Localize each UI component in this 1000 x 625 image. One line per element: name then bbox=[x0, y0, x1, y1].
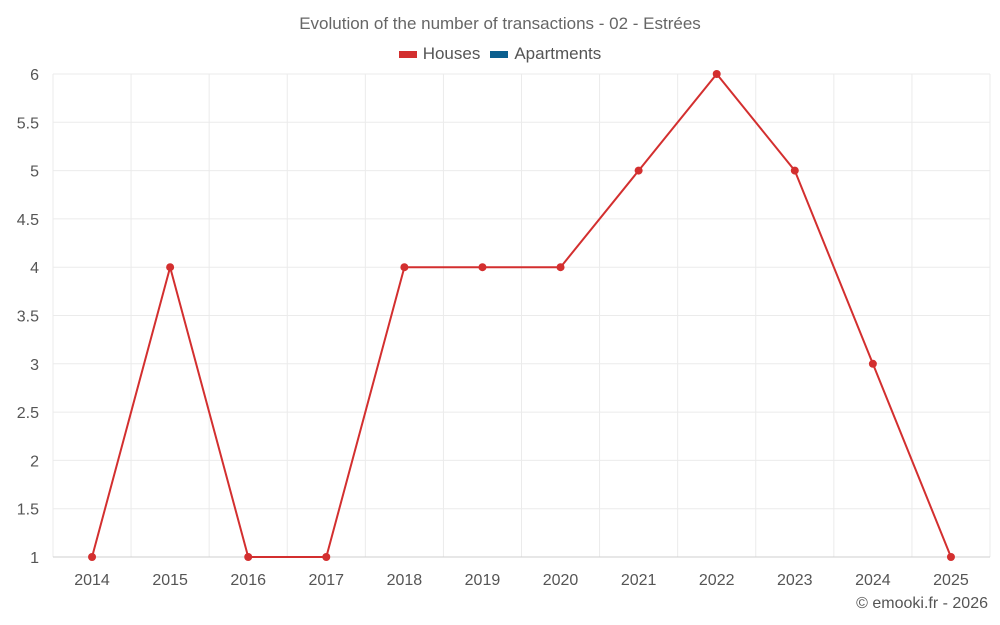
series-line-houses bbox=[91, 73, 952, 558]
y-tick-label: 5 bbox=[30, 164, 39, 181]
data-point-houses bbox=[400, 263, 409, 272]
series-layer bbox=[88, 70, 955, 561]
credit-text: © emooki.fr - 2026 bbox=[856, 595, 988, 612]
data-point-houses bbox=[790, 166, 799, 175]
y-tick-label: 3.5 bbox=[17, 309, 39, 326]
x-tick-label: 2015 bbox=[152, 572, 188, 589]
x-tick-label: 2024 bbox=[855, 572, 891, 589]
x-tick-label: 2017 bbox=[308, 572, 344, 589]
x-tick-label: 2019 bbox=[465, 572, 501, 589]
data-point-houses bbox=[634, 166, 643, 175]
data-point-houses bbox=[478, 263, 487, 272]
legend-label-apartments: Apartments bbox=[514, 44, 602, 63]
legend-label-houses: Houses bbox=[422, 44, 481, 63]
y-tick-label: 4.5 bbox=[17, 212, 39, 229]
data-point-houses bbox=[88, 553, 97, 561]
legend-item-houses[interactable]: Houses bbox=[398, 44, 481, 64]
data-point-houses bbox=[868, 359, 877, 368]
x-tick-label: 2020 bbox=[543, 572, 579, 589]
data-point-houses bbox=[166, 263, 175, 272]
y-axis: 1 1.5 2 2.5 3 3.5 4 4.5 5 5.5 6 bbox=[17, 67, 39, 567]
x-tick-label: 2014 bbox=[74, 572, 110, 589]
chart-title: Evolution of the number of transactions … bbox=[299, 14, 701, 33]
y-tick-label: 2 bbox=[30, 453, 39, 470]
y-tick-label: 3 bbox=[30, 357, 39, 374]
legend-swatch-houses bbox=[398, 50, 417, 58]
legend-item-apartments[interactable]: Apartments bbox=[490, 44, 601, 64]
x-axis: 2014 2015 2016 2017 2018 2019 2020 2021 2022 2023… bbox=[53, 556, 990, 589]
grid-lines bbox=[52, 73, 991, 558]
legend-swatch-apartments bbox=[490, 50, 509, 58]
data-point-houses bbox=[556, 263, 565, 272]
x-tick-label: 2021 bbox=[621, 572, 657, 589]
x-tick-label: 2016 bbox=[230, 572, 266, 589]
data-point-houses bbox=[946, 553, 955, 561]
x-tick-label: 2022 bbox=[699, 572, 735, 589]
chart-legend: Houses Apartments bbox=[0, 44, 1000, 64]
y-tick-label: 6 bbox=[30, 67, 39, 84]
x-tick-label: 2025 bbox=[933, 572, 969, 589]
y-tick-label: 2.5 bbox=[17, 405, 39, 422]
y-tick-label: 5.5 bbox=[17, 115, 39, 132]
y-tick-label: 1.5 bbox=[17, 502, 39, 519]
y-tick-label: 1 bbox=[30, 550, 39, 567]
y-tick-label: 4 bbox=[30, 260, 39, 277]
data-point-houses bbox=[322, 553, 331, 561]
x-tick-label: 2018 bbox=[387, 572, 423, 589]
data-point-houses bbox=[244, 553, 253, 561]
data-point-houses bbox=[712, 70, 721, 78]
x-tick-label: 2023 bbox=[777, 572, 813, 589]
